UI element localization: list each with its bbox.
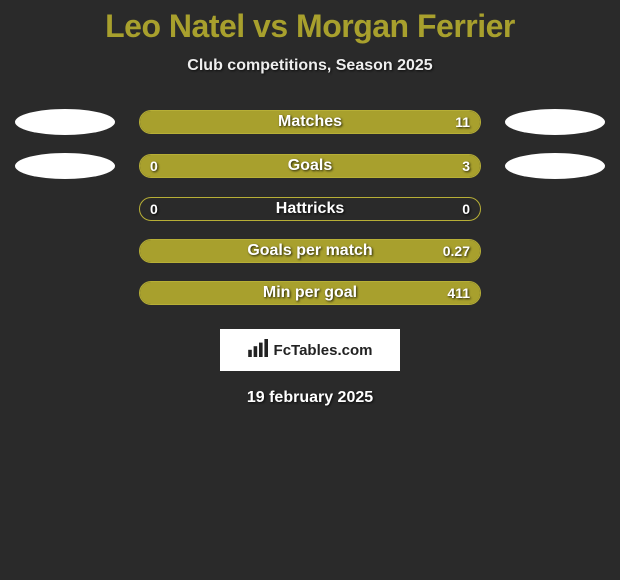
player-left-slot [10, 153, 120, 179]
stat-label: Goals [288, 157, 332, 175]
brand-logo[interactable]: FcTables.com [220, 329, 400, 371]
stat-row: Goals per match 0.27 [0, 239, 620, 263]
stat-value-left: 0 [150, 158, 158, 174]
player-left-ellipse [15, 153, 115, 179]
stat-bar: Min per goal 411 [139, 281, 481, 305]
brand-logo-text: FcTables.com [274, 342, 373, 359]
stat-bar: Matches 11 [139, 110, 481, 134]
stat-label: Hattricks [276, 200, 344, 218]
stat-label: Min per goal [263, 284, 357, 302]
player-right-ellipse [505, 153, 605, 179]
player-left-slot [10, 109, 120, 135]
stat-row: Goals 0 3 [0, 153, 620, 179]
stat-bar: Hattricks 0 0 [139, 197, 481, 221]
stat-bar-fill-right [208, 155, 480, 177]
player-right-slot [500, 153, 610, 179]
player-right-slot [500, 109, 610, 135]
page-title: Leo Natel vs Morgan Ferrier [105, 8, 515, 45]
stat-value-right: 411 [447, 285, 470, 301]
stat-value-right: 3 [462, 158, 470, 174]
player-left-ellipse [15, 109, 115, 135]
stat-value-left: 0 [150, 201, 158, 217]
stat-bar: Goals 0 3 [139, 154, 481, 178]
stat-value-right: 0.27 [443, 243, 470, 259]
stat-row: Hattricks 0 0 [0, 197, 620, 221]
page-subtitle: Club competitions, Season 2025 [187, 57, 432, 75]
stat-label: Matches [278, 113, 342, 131]
player-right-ellipse [505, 109, 605, 135]
stat-value-right: 0 [462, 201, 470, 217]
stat-value-right: 11 [455, 114, 470, 130]
stat-row: Matches 11 [0, 109, 620, 135]
stat-row: Min per goal 411 [0, 281, 620, 305]
stat-label: Goals per match [247, 242, 372, 260]
comparison-card: Leo Natel vs Morgan Ferrier Club competi… [0, 0, 620, 407]
chart-icon [248, 339, 270, 361]
stat-bar: Goals per match 0.27 [139, 239, 481, 263]
snapshot-date: 19 february 2025 [247, 389, 373, 407]
